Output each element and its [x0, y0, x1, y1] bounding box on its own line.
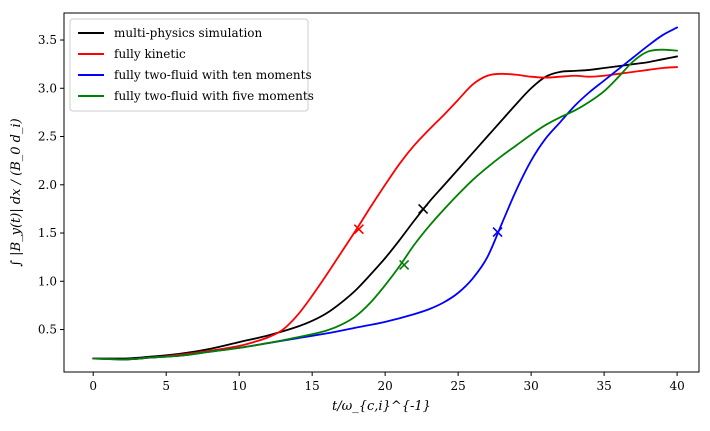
- y-tick-label: 0.5: [38, 323, 57, 337]
- series-lines: [92, 26, 678, 361]
- series-line-multi-physics-simulation: [92, 55, 678, 360]
- y-tick-label: 3.0: [38, 81, 57, 95]
- series-line-fully-kinetic: [92, 66, 678, 361]
- y-axis-label: ∫ |B_y(t)| dx / (B_0 d_i): [9, 118, 24, 266]
- x-axis-label: t/ω_{c,i}^{-1}: [332, 399, 431, 414]
- x-tick-label: 5: [162, 379, 170, 393]
- x-tick-label: 30: [523, 379, 538, 393]
- legend: multi-physics simulation fully kinetic ful…: [69, 18, 314, 112]
- axes: 0 5 10 15 20 25 30 35 40 0.5 1.0 1.5 2.0 2.5 3.0 3.5 t/ω…: [9, 12, 700, 414]
- x-tick-label: 25: [450, 379, 465, 393]
- legend-item-multi-physics-simulation: multi-physics simulation: [78, 26, 263, 40]
- y-tick-label: 1.5: [38, 226, 57, 240]
- x-marker-multi-physics-simulation: [418, 203, 429, 214]
- x-tick-label: 0: [89, 379, 97, 393]
- plot-frame: [63, 12, 700, 373]
- y-tick-label: 2.0: [38, 178, 57, 192]
- legend-item-fully-two-fluid-with-ten-moments: fully two-fluid with ten moments: [78, 68, 312, 82]
- x-tick-label: 35: [596, 379, 611, 393]
- x-tick-label: 10: [232, 379, 247, 393]
- y-tick-label: 3.5: [38, 33, 57, 47]
- series-markers: [353, 203, 503, 270]
- y-tick-label: 1.0: [38, 274, 57, 288]
- legend-item-fully-two-fluid-with-five-moments: fully two-fluid with five moments: [78, 89, 314, 103]
- x-marker-fully-two-fluid-with-five-moments: [399, 259, 410, 270]
- legend-box: [69, 18, 309, 112]
- x-tick-label: 20: [378, 379, 393, 393]
- legend-label: fully kinetic: [114, 47, 186, 61]
- legend-label: fully two-fluid with five moments: [114, 89, 314, 103]
- legend-label: multi-physics simulation: [114, 26, 263, 40]
- x-tick-label: 15: [305, 379, 320, 393]
- legend-label: fully two-fluid with ten moments: [114, 68, 312, 82]
- x-marker-fully-kinetic: [353, 224, 364, 235]
- legend-item-fully-kinetic: fully kinetic: [78, 47, 186, 61]
- series-line-fully-two-fluid-with-five-moments: [92, 48, 678, 361]
- y-tick-label: 2.5: [38, 130, 57, 144]
- x-tick-label: 40: [669, 379, 684, 393]
- x-marker-fully-two-fluid-with-ten-moments: [492, 227, 503, 238]
